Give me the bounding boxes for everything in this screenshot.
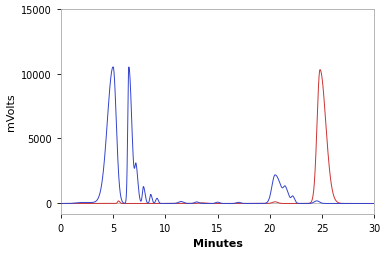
Y-axis label: mVolts: mVolts	[5, 93, 15, 131]
X-axis label: Minutes: Minutes	[193, 239, 242, 248]
